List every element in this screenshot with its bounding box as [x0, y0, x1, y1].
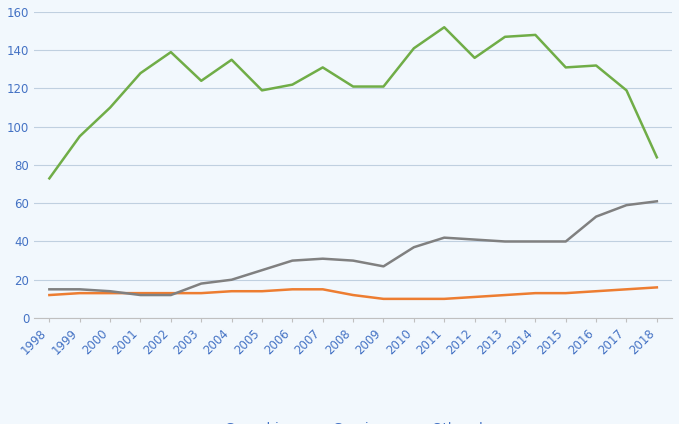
- Cocaine: [227, 289, 236, 294]
- Cocaine: [471, 294, 479, 299]
- Other drugs: [531, 239, 539, 244]
- Other drugs: [318, 256, 327, 261]
- Cocaine: [289, 287, 297, 292]
- Other drugs: [197, 281, 205, 286]
- Cannabis: [471, 55, 479, 60]
- Other drugs: [471, 237, 479, 242]
- Legend: Cannabis, Cocaine, Other drugs: Cannabis, Cocaine, Other drugs: [189, 416, 517, 424]
- Cocaine: [45, 293, 54, 298]
- Other drugs: [167, 293, 175, 298]
- Cocaine: [623, 287, 631, 292]
- Cannabis: [410, 46, 418, 51]
- Other drugs: [653, 199, 661, 204]
- Other drugs: [380, 264, 388, 269]
- Cocaine: [562, 290, 570, 296]
- Other drugs: [349, 258, 357, 263]
- Cannabis: [623, 88, 631, 93]
- Cannabis: [227, 57, 236, 62]
- Cocaine: [531, 290, 539, 296]
- Cannabis: [136, 71, 145, 76]
- Other drugs: [440, 235, 448, 240]
- Cannabis: [75, 134, 84, 139]
- Cocaine: [653, 285, 661, 290]
- Cocaine: [136, 290, 145, 296]
- Cocaine: [410, 296, 418, 301]
- Cannabis: [501, 34, 509, 39]
- Other drugs: [227, 277, 236, 282]
- Cocaine: [106, 290, 114, 296]
- Cocaine: [258, 289, 266, 294]
- Other drugs: [289, 258, 297, 263]
- Line: Other drugs: Other drugs: [50, 201, 657, 295]
- Cocaine: [197, 290, 205, 296]
- Cannabis: [380, 84, 388, 89]
- Cannabis: [562, 65, 570, 70]
- Other drugs: [562, 239, 570, 244]
- Line: Cannabis: Cannabis: [50, 27, 657, 179]
- Cannabis: [289, 82, 297, 87]
- Cocaine: [167, 290, 175, 296]
- Other drugs: [592, 214, 600, 219]
- Cocaine: [440, 296, 448, 301]
- Other drugs: [410, 245, 418, 250]
- Cocaine: [501, 293, 509, 298]
- Cocaine: [380, 296, 388, 301]
- Cannabis: [318, 65, 327, 70]
- Cannabis: [45, 176, 54, 181]
- Cannabis: [531, 32, 539, 37]
- Other drugs: [258, 268, 266, 273]
- Cannabis: [258, 88, 266, 93]
- Cannabis: [349, 84, 357, 89]
- Cannabis: [592, 63, 600, 68]
- Other drugs: [75, 287, 84, 292]
- Cannabis: [197, 78, 205, 84]
- Cocaine: [349, 293, 357, 298]
- Other drugs: [501, 239, 509, 244]
- Other drugs: [45, 287, 54, 292]
- Cannabis: [653, 155, 661, 160]
- Other drugs: [136, 293, 145, 298]
- Cannabis: [440, 25, 448, 30]
- Cocaine: [592, 289, 600, 294]
- Other drugs: [623, 203, 631, 208]
- Other drugs: [106, 289, 114, 294]
- Cannabis: [167, 50, 175, 55]
- Cocaine: [318, 287, 327, 292]
- Line: Cocaine: Cocaine: [50, 287, 657, 299]
- Cocaine: [75, 290, 84, 296]
- Cannabis: [106, 105, 114, 110]
